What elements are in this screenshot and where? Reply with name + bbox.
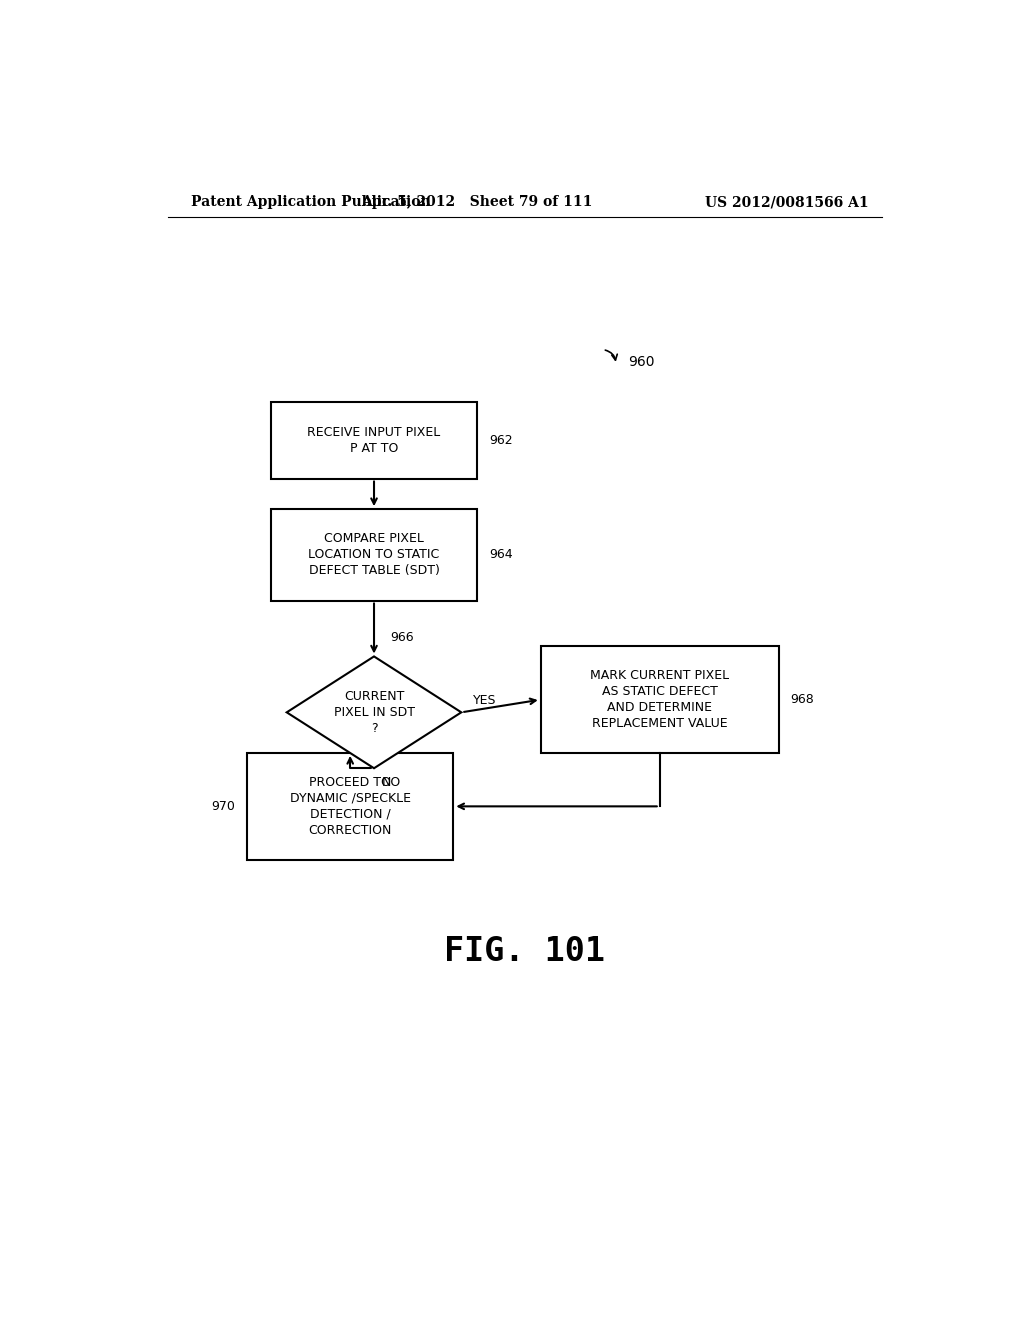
Text: PROCEED TO
DYNAMIC /SPECKLE
DETECTION /
CORRECTION: PROCEED TO DYNAMIC /SPECKLE DETECTION / … xyxy=(290,776,411,837)
Text: NO: NO xyxy=(382,776,401,789)
Text: YES: YES xyxy=(473,694,497,708)
Text: FIG. 101: FIG. 101 xyxy=(444,935,605,968)
Text: 966: 966 xyxy=(390,631,414,644)
Bar xyxy=(541,647,779,752)
Text: 970: 970 xyxy=(211,800,236,813)
Text: RECEIVE INPUT PIXEL
P AT TO: RECEIVE INPUT PIXEL P AT TO xyxy=(307,426,440,455)
Text: US 2012/0081566 A1: US 2012/0081566 A1 xyxy=(705,195,868,209)
Bar xyxy=(247,752,454,859)
Text: COMPARE PIXEL
LOCATION TO STATIC
DEFECT TABLE (SDT): COMPARE PIXEL LOCATION TO STATIC DEFECT … xyxy=(308,532,439,577)
Text: 960: 960 xyxy=(628,355,654,368)
Text: CURRENT
PIXEL IN SDT
?: CURRENT PIXEL IN SDT ? xyxy=(334,690,415,735)
Text: Apr. 5, 2012   Sheet 79 of 111: Apr. 5, 2012 Sheet 79 of 111 xyxy=(361,195,593,209)
Text: 964: 964 xyxy=(489,548,513,561)
Bar xyxy=(270,510,477,601)
Text: 968: 968 xyxy=(791,693,814,706)
Bar xyxy=(270,403,477,479)
Text: MARK CURRENT PIXEL
AS STATIC DEFECT
AND DETERMINE
REPLACEMENT VALUE: MARK CURRENT PIXEL AS STATIC DEFECT AND … xyxy=(590,669,729,730)
Text: Patent Application Publication: Patent Application Publication xyxy=(191,195,431,209)
Text: 962: 962 xyxy=(489,434,513,447)
Polygon shape xyxy=(287,656,461,768)
